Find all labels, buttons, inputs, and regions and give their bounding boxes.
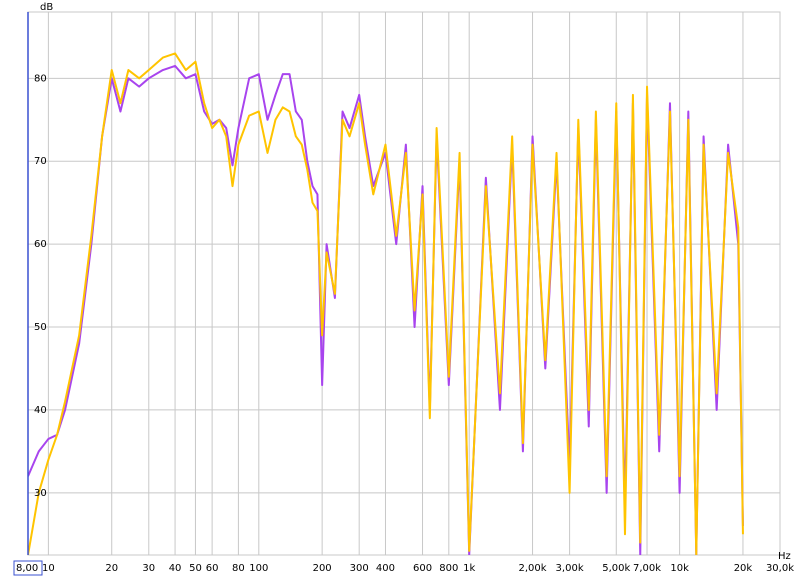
x-tick-label: 80	[232, 563, 245, 574]
x-tick-label: 2,00k	[519, 563, 547, 574]
x-tick-label: 30	[142, 563, 155, 574]
x-tick-label: 10	[42, 563, 55, 574]
series-line	[28, 52, 744, 555]
y-tick-label: 40	[34, 405, 47, 416]
x-tick-label: 7,00k	[633, 563, 661, 574]
y-tick-label: 50	[34, 322, 47, 333]
x-start-box	[13, 560, 43, 576]
x-tick-label: 8,00	[16, 563, 38, 574]
x-tick-label: 300	[350, 563, 369, 574]
x-tick-label: 400	[376, 563, 395, 574]
x-tick-label: 600	[413, 563, 432, 574]
x-tick-label: 3,00k	[556, 563, 584, 574]
x-tick-label: 60	[206, 563, 219, 574]
x-tick-label: 30,0k	[766, 563, 794, 574]
y-tick-label: 70	[34, 156, 47, 167]
y-tick-label: 30	[34, 488, 47, 499]
x-tick-label: 5,00k	[602, 563, 630, 574]
x-tick-label: 40	[169, 563, 182, 574]
y-tick-label: 80	[34, 73, 47, 84]
y-axis-label: dB	[40, 2, 53, 13]
plot-area	[27, 11, 781, 556]
x-tick-label: 100	[249, 563, 268, 574]
x-tick-label: 800	[439, 563, 458, 574]
x-tick-label: 10k	[670, 563, 689, 574]
x-tick-label: 1k	[463, 563, 475, 574]
x-tick-label: 20k	[734, 563, 753, 574]
x-tick-label: 200	[313, 563, 332, 574]
y-tick-label: 60	[34, 239, 47, 250]
x-tick-label: 50	[189, 563, 202, 574]
x-tick-label: 20	[105, 563, 118, 574]
x-axis-label: Hz	[778, 551, 791, 562]
